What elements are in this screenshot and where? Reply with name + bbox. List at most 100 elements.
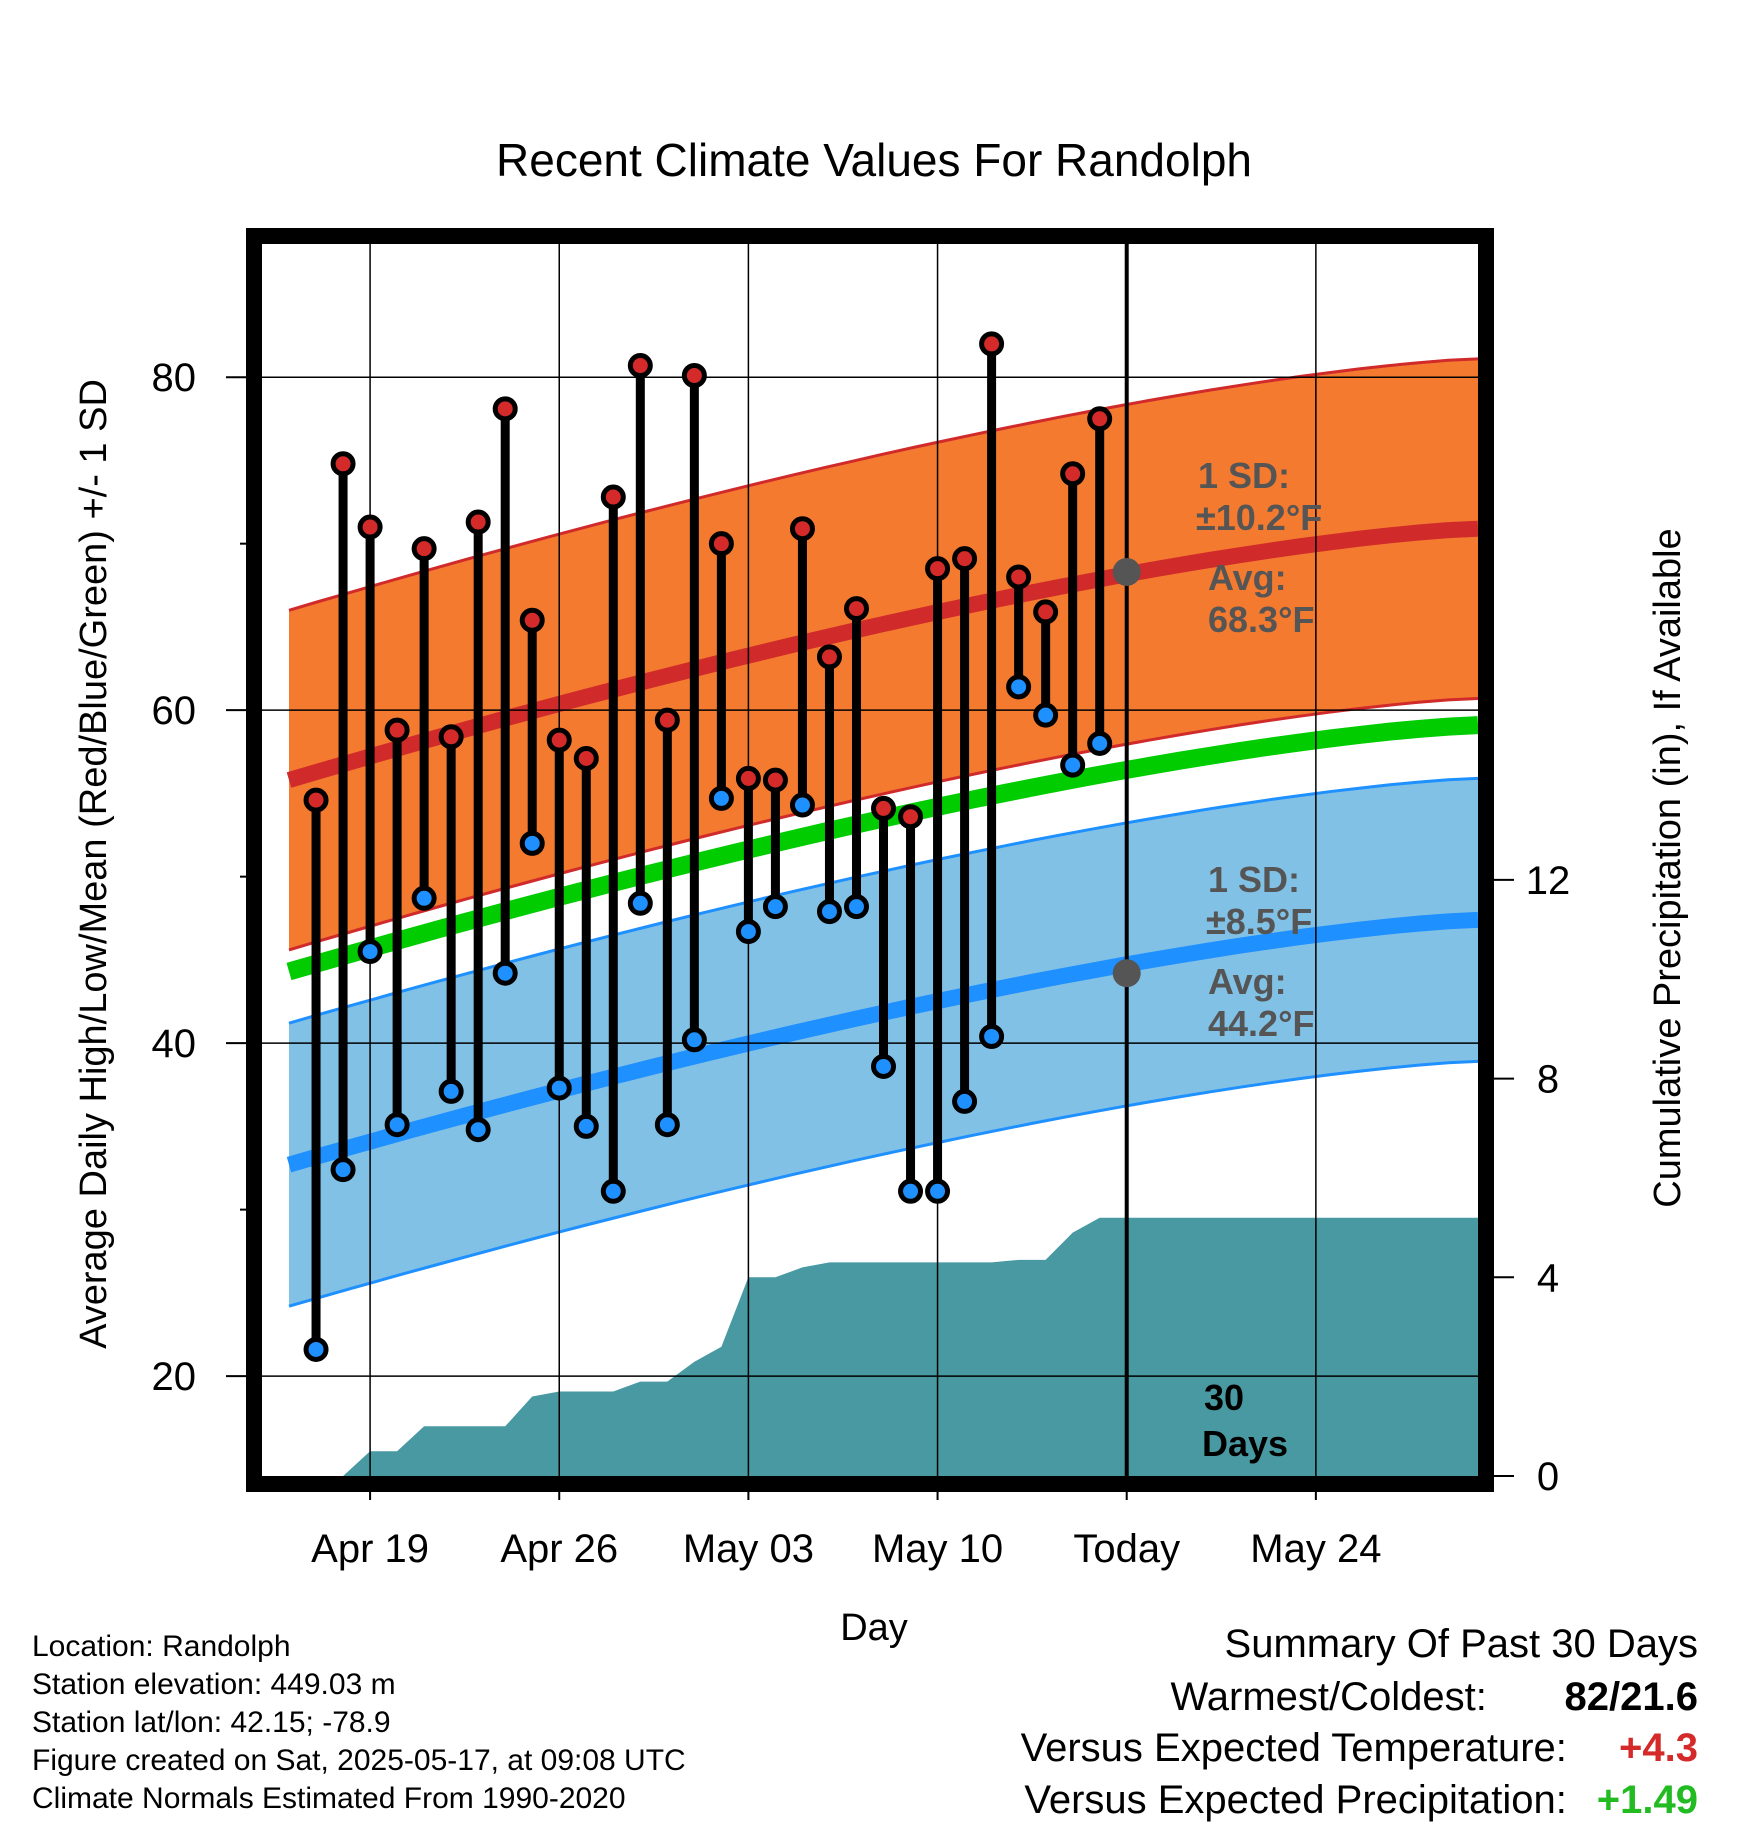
plot-border [246, 228, 1494, 1492]
high-point [384, 717, 410, 743]
x-tick-label: May 03 [683, 1527, 814, 1571]
low-point [1060, 752, 1086, 778]
low-point [492, 960, 518, 986]
y-tick-label: 80 [152, 356, 197, 400]
footer-latlon: Station lat/lon: 42.15; -78.9 [32, 1706, 391, 1739]
summary-temp-label: Versus Expected Temperature: [1020, 1726, 1567, 1770]
summary-temp-value: +4.3 [1619, 1726, 1698, 1770]
x-tick-label: May 10 [872, 1527, 1003, 1571]
high-point [573, 745, 599, 771]
y2-tick-label: 8 [1537, 1058, 1559, 1102]
axis-ticks: 20 40 60 80 0 4 8 12 Apr 19 Apr 26 May 03 May 10 Tod… [152, 356, 1571, 1571]
chart-title: Recent Climate Values For Randolph [496, 134, 1252, 186]
low-avg-today-dot [1112, 959, 1141, 988]
y2-tick-label: 12 [1526, 859, 1571, 903]
low-point [627, 890, 653, 916]
high-normal-avg-line [286, 520, 1478, 788]
low-point [871, 1053, 897, 1079]
low-point [600, 1178, 626, 1204]
y-axis-label-left: Average Daily High/Low/Mean (Red/Blue/Gr… [73, 379, 115, 1349]
x-axis-label: Day [840, 1607, 908, 1649]
high-point [708, 531, 734, 557]
low-point [438, 1078, 464, 1104]
high-point [871, 795, 897, 821]
summary-warmest-value: 82/21.6 [1564, 1675, 1698, 1719]
high-sd-value: ±10.2°F [1196, 497, 1322, 538]
low-sd-value: ±8.5°F [1206, 901, 1312, 942]
plot-frame [246, 228, 1494, 1492]
low-normal-band-lower [288, 1059, 1478, 1308]
low-point [1033, 702, 1059, 728]
low-point [735, 919, 761, 945]
high-point [816, 644, 842, 670]
footer-normals: Climate Normals Estimated From 1990-2020 [32, 1782, 626, 1815]
y-tick-label: 60 [152, 689, 197, 733]
high-point [627, 353, 653, 379]
low-point [979, 1023, 1005, 1049]
low-point [357, 939, 383, 965]
window-label-days-count: 30 [1204, 1377, 1244, 1418]
low-point [898, 1178, 924, 1204]
low-point [1087, 730, 1113, 756]
x-tick-label: Today [1073, 1527, 1180, 1571]
low-point [952, 1088, 978, 1114]
summary-title: Summary Of Past 30 Days [1224, 1622, 1698, 1666]
precipitation-area [262, 1217, 1478, 1476]
low-point [681, 1027, 707, 1053]
high-point [952, 546, 978, 572]
summary-warmest-row: Warmest/Coldest: 82/21.6 [1171, 1675, 1699, 1720]
low-point [816, 899, 842, 925]
low-sd-label: 1 SD: [1208, 859, 1300, 900]
high-point [546, 727, 572, 753]
summary-precip-value: +1.49 [1596, 1778, 1698, 1822]
y2-tick-label: 0 [1537, 1455, 1559, 1499]
low-avg-label: Avg: [1208, 961, 1287, 1002]
summary-precip-row: Versus Expected Precipitation: +1.49 [1024, 1778, 1698, 1823]
high-point [1006, 564, 1032, 590]
high-point [1087, 406, 1113, 432]
footer-elevation: Station elevation: 449.03 m [32, 1668, 396, 1701]
high-avg-value: 68.3°F [1208, 599, 1314, 640]
x-tick-label: Apr 19 [311, 1527, 429, 1571]
high-point [1060, 461, 1086, 487]
high-point [1033, 599, 1059, 625]
high-point [465, 509, 491, 535]
low-point [330, 1157, 356, 1183]
high-point [357, 514, 383, 540]
high-point [303, 787, 329, 813]
low-point [384, 1112, 410, 1138]
footer-created: Figure created on Sat, 2025-05-17, at 09… [32, 1744, 686, 1777]
high-point [925, 556, 951, 582]
footer-location: Location: Randolph [32, 1630, 291, 1663]
y-tick-label: 40 [152, 1022, 197, 1066]
x-tick-label: Apr 26 [500, 1527, 618, 1571]
low-point [465, 1117, 491, 1143]
high-avg-label: Avg: [1208, 557, 1287, 598]
y2-tick-label: 4 [1537, 1256, 1559, 1300]
low-point [411, 885, 437, 911]
x-tick-label: May 24 [1250, 1527, 1381, 1571]
summary-precip-label: Versus Expected Precipitation: [1024, 1778, 1567, 1822]
low-point [654, 1112, 680, 1138]
high-avg-today-dot [1112, 557, 1141, 586]
low-point [789, 792, 815, 818]
high-normal-band-upper [288, 357, 1478, 612]
low-point [303, 1336, 329, 1362]
high-point [600, 484, 626, 510]
high-point [519, 607, 545, 633]
precip-fill [262, 1217, 1478, 1476]
low-point [925, 1178, 951, 1204]
high-point [411, 536, 437, 562]
summary-temp-row: Versus Expected Temperature: +4.3 [1021, 1726, 1698, 1771]
high-point [843, 596, 869, 622]
low-point [762, 894, 788, 920]
low-point [708, 785, 734, 811]
low-point [573, 1113, 599, 1139]
y-axis-label-right: Cumulative Precipitation (in), If Availa… [1647, 528, 1689, 1207]
high-point [492, 396, 518, 422]
high-point [330, 451, 356, 477]
high-point [681, 363, 707, 389]
low-point [1006, 674, 1032, 700]
high-point [654, 707, 680, 733]
